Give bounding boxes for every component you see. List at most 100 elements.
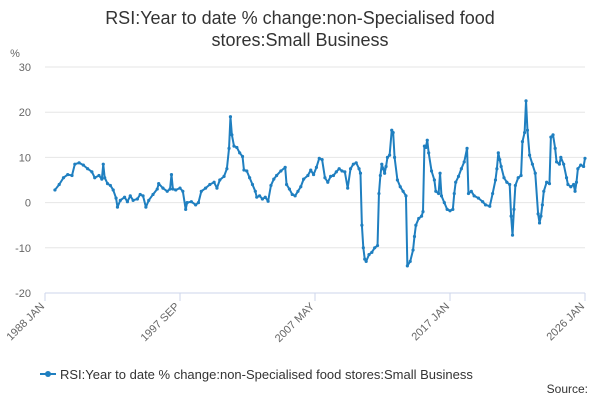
data-point[interactable] <box>576 167 580 171</box>
data-point[interactable] <box>525 128 530 132</box>
data-point[interactable] <box>419 214 424 218</box>
data-point[interactable] <box>299 185 303 189</box>
data-point[interactable] <box>284 182 289 187</box>
data-point[interactable] <box>421 210 425 214</box>
data-point[interactable] <box>523 130 527 135</box>
data-point[interactable] <box>542 189 546 193</box>
data-point[interactable] <box>293 194 297 198</box>
data-point[interactable] <box>462 160 466 164</box>
data-point[interactable] <box>346 186 350 190</box>
data-point[interactable] <box>405 264 409 268</box>
data-point[interactable] <box>218 178 222 182</box>
data-point[interactable] <box>66 172 70 177</box>
data-point[interactable] <box>404 194 408 198</box>
data-point[interactable] <box>311 172 316 177</box>
data-point[interactable] <box>398 185 402 189</box>
data-point[interactable] <box>554 160 559 164</box>
data-point[interactable] <box>540 203 544 207</box>
data-point[interactable] <box>361 246 365 250</box>
data-point[interactable] <box>181 189 185 193</box>
data-point[interactable] <box>438 171 442 175</box>
data-point[interactable] <box>203 186 208 190</box>
data-point[interactable] <box>266 199 270 203</box>
data-point[interactable] <box>520 139 525 144</box>
data-point[interactable] <box>320 158 324 162</box>
data-point[interactable] <box>242 168 246 172</box>
data-point[interactable] <box>105 182 110 186</box>
data-point[interactable] <box>309 168 313 172</box>
data-point[interactable] <box>524 99 528 103</box>
data-point[interactable] <box>287 187 292 191</box>
data-point[interactable] <box>222 174 226 178</box>
data-point[interactable] <box>408 259 412 263</box>
data-point[interactable] <box>354 161 358 165</box>
data-point[interactable] <box>225 167 229 171</box>
data-point[interactable] <box>527 153 532 157</box>
data-point[interactable] <box>196 201 201 205</box>
data-point[interactable] <box>230 133 234 137</box>
data-point[interactable] <box>551 133 555 137</box>
data-point[interactable] <box>358 171 363 175</box>
data-point[interactable] <box>442 201 446 205</box>
data-point[interactable] <box>581 164 586 169</box>
data-point[interactable] <box>171 187 175 191</box>
data-point[interactable] <box>178 186 182 190</box>
data-point[interactable] <box>499 164 503 169</box>
data-point[interactable] <box>401 189 405 193</box>
data-point[interactable] <box>370 250 374 254</box>
data-point[interactable] <box>539 214 543 218</box>
data-point[interactable] <box>385 155 390 159</box>
data-point[interactable] <box>147 198 151 202</box>
data-point[interactable] <box>257 194 262 198</box>
data-point[interactable] <box>255 195 259 199</box>
data-point[interactable] <box>411 248 415 252</box>
data-point[interactable] <box>414 223 418 227</box>
data-point[interactable] <box>466 191 471 196</box>
data-point[interactable] <box>469 189 473 193</box>
data-point[interactable] <box>302 177 306 181</box>
data-point[interactable] <box>114 196 118 200</box>
data-point[interactable] <box>90 170 94 174</box>
data-point[interactable] <box>412 234 417 239</box>
data-point[interactable] <box>103 176 107 180</box>
data-point[interactable] <box>432 178 436 182</box>
data-point[interactable] <box>562 162 566 166</box>
data-point[interactable] <box>459 167 463 171</box>
data-point[interactable] <box>569 185 573 189</box>
data-point[interactable] <box>238 151 242 155</box>
data-point[interactable] <box>70 173 74 178</box>
data-point[interactable] <box>557 162 562 166</box>
data-point[interactable] <box>388 153 392 157</box>
data-point[interactable] <box>314 165 319 169</box>
data-point[interactable] <box>530 162 535 166</box>
data-point[interactable] <box>509 214 513 218</box>
data-point[interactable] <box>498 158 502 162</box>
data-point[interactable] <box>553 146 557 150</box>
data-point[interactable] <box>564 176 569 180</box>
data-point[interactable] <box>505 180 509 184</box>
data-point[interactable] <box>212 180 216 184</box>
data-point[interactable] <box>331 173 336 178</box>
data-point[interactable] <box>100 177 104 181</box>
data-point[interactable] <box>235 145 239 150</box>
data-point[interactable] <box>383 171 387 175</box>
data-point[interactable] <box>101 162 105 166</box>
data-point[interactable] <box>329 174 333 178</box>
data-point[interactable] <box>364 259 368 263</box>
data-point[interactable] <box>194 203 198 207</box>
data-point[interactable] <box>228 115 233 119</box>
data-point[interactable] <box>375 243 380 248</box>
data-point[interactable] <box>86 167 90 171</box>
data-point[interactable] <box>232 144 236 148</box>
data-point[interactable] <box>496 151 500 155</box>
data-point[interactable] <box>502 176 506 180</box>
data-point[interactable] <box>151 192 155 197</box>
data-point[interactable] <box>131 198 135 202</box>
data-point[interactable] <box>425 138 429 142</box>
data-point[interactable] <box>118 198 122 202</box>
data-point[interactable] <box>240 154 245 159</box>
data-point[interactable] <box>373 246 377 250</box>
data-point[interactable] <box>367 252 371 257</box>
data-point[interactable] <box>424 145 428 150</box>
data-point[interactable] <box>122 195 127 199</box>
